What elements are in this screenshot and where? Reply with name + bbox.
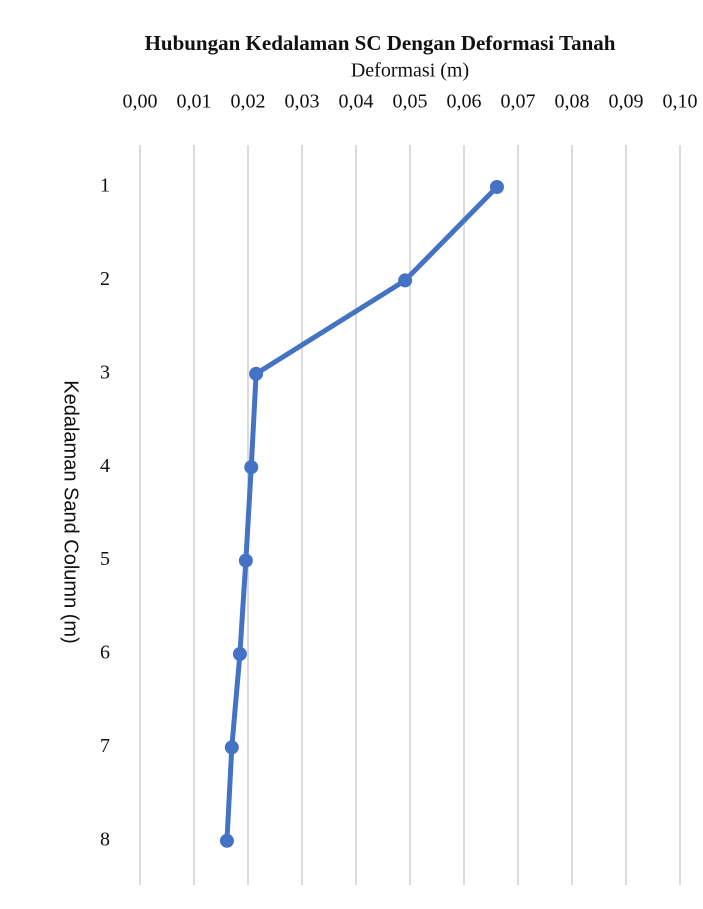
data-point	[249, 366, 264, 381]
x-tick-label: 0,07	[501, 91, 536, 113]
x-tick-label: 0,01	[177, 91, 212, 113]
y-tick-label: 4	[100, 455, 110, 477]
y-tick-label: 7	[100, 735, 110, 757]
y-axis-title: Kedalaman Sand Column (m)	[60, 380, 82, 643]
data-line	[224, 185, 499, 841]
data-point	[224, 740, 239, 755]
x-tick-label: 0,03	[285, 91, 320, 113]
x-tick-label: 0,00	[123, 91, 158, 113]
y-tick-label: 8	[100, 828, 110, 850]
y-tick-label: 3	[100, 361, 110, 383]
x-tick-label: 0,09	[609, 91, 644, 113]
chart-title: Hubungan Kedalaman SC Dengan Deformasi T…	[145, 31, 616, 55]
x-tick-label: 0,05	[393, 91, 428, 113]
y-tick-label: 5	[100, 548, 110, 570]
x-tick-label: 0,04	[339, 91, 374, 113]
data-point	[489, 180, 504, 194]
y-tick-label: 6	[100, 642, 110, 664]
y-tick-label: 1	[100, 175, 110, 197]
data-point	[238, 553, 253, 568]
x-tick-label: 0,06	[447, 91, 482, 113]
x-tick-label: 0,08	[555, 91, 590, 113]
x-tick-label: 0,10	[663, 91, 698, 113]
x-tick-label: 0,02	[231, 91, 266, 113]
y-tick-label: 2	[100, 268, 110, 290]
data-point	[219, 833, 234, 848]
data-point	[244, 460, 259, 475]
x-axis-title: Deformasi (m)	[351, 60, 469, 82]
data-point	[398, 273, 413, 288]
data-point	[232, 647, 247, 661]
